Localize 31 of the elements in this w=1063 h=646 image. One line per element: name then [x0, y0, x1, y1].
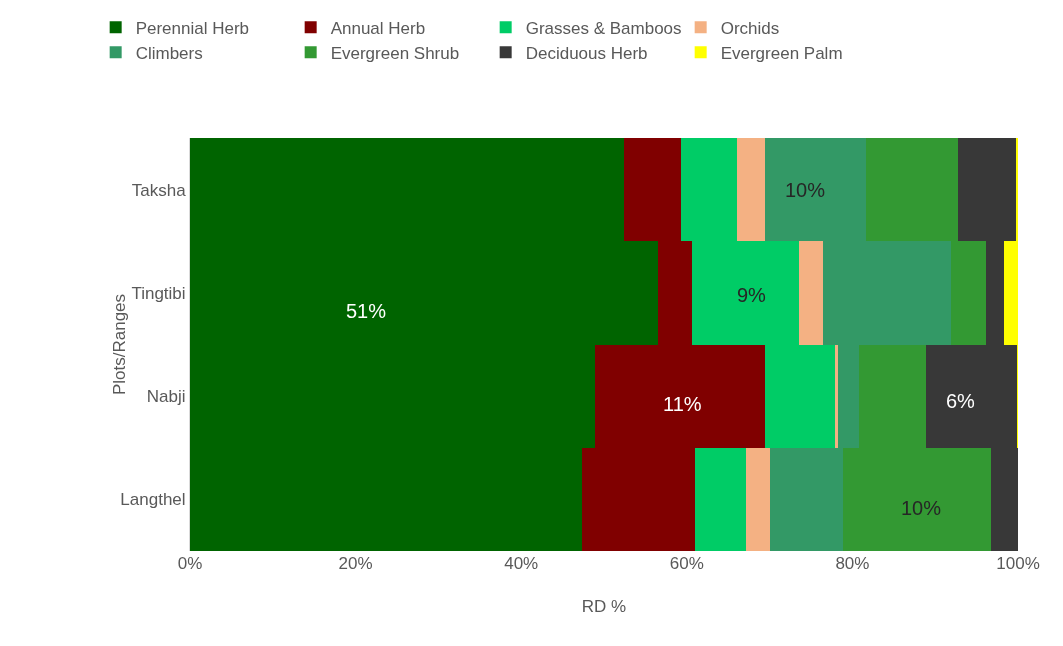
bar [695, 448, 746, 551]
legend-label: Deciduous Herb [525, 43, 648, 63]
x-axis-title: RD % [581, 597, 627, 616]
legend-label: Evergreen Shrub [330, 43, 460, 63]
bar [835, 345, 838, 448]
annotation: 11% [663, 393, 702, 415]
legend-label: Climbers [135, 43, 203, 63]
legend-label: Evergreen Palm [720, 43, 843, 63]
legend-label: Annual Herb [330, 18, 426, 38]
annotation: 10% [785, 179, 826, 201]
y-tick-label: Tingtibi [131, 283, 186, 303]
bar [746, 448, 770, 551]
y-axis-title: Plots/Ranges [110, 293, 130, 396]
y-tick-label: Taksha [131, 180, 187, 200]
x-tick-label: 60% [669, 554, 704, 573]
bar [737, 138, 765, 241]
y-tick-label: Nabji [146, 387, 186, 407]
legend-label: Perennial Herb [135, 18, 250, 38]
annotation: 10% [901, 497, 942, 519]
annotation: 51% [346, 300, 387, 322]
annotation: 6% [946, 390, 976, 412]
legend-label: Grasses & Bamboos [525, 18, 682, 38]
x-tick-label: 20% [338, 554, 373, 573]
x-tick-label: 100% [996, 554, 1040, 573]
x-tick-label: 80% [835, 554, 870, 573]
bar [799, 241, 823, 345]
legend-label: Orchids [720, 18, 780, 38]
y-tick-label: Langthel [120, 490, 186, 510]
x-tick-label: 0% [177, 554, 203, 573]
x-tick-label: 40% [504, 554, 539, 573]
annotation: 9% [737, 284, 767, 306]
